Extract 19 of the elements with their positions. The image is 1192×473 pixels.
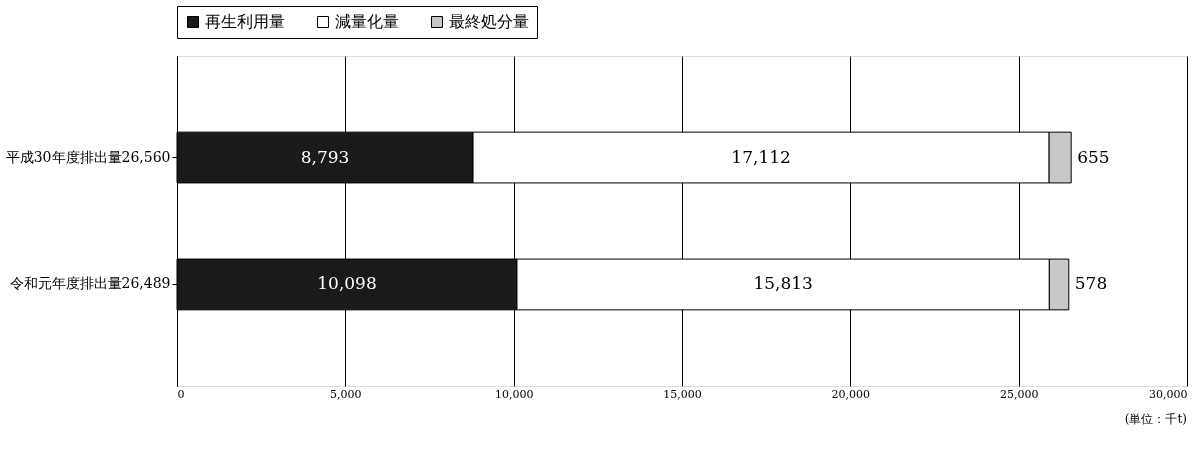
x-tick-label: 25,000 [999,387,1039,401]
data-label: 10,098 [317,273,377,294]
data-label: 15,813 [753,273,813,294]
x-tick-label: 30,000 [1149,387,1188,401]
data-label: 578 [1074,273,1108,294]
x-tick-label: 10,000 [494,387,534,401]
x-tick-label: 15,000 [663,387,702,401]
data-label: 17,112 [731,146,791,167]
legend-label: 減量化量 [335,12,399,31]
legend-label: 再生利用量 [205,12,285,31]
legend-label: 最終処分量 [449,12,529,31]
data-label: 8,793 [300,146,350,167]
x-tick-label: 20,000 [831,387,871,401]
y-tick-label: 令和元年度排出量26,489 [9,275,171,292]
x-tick-label: 5,000 [330,387,362,401]
y-tick-label: 平成30年度排出量26,560 [5,148,171,165]
x-tick-label: 0 [177,387,185,401]
data-label: 655 [1077,146,1110,167]
text: (単位：千t) [1124,412,1187,426]
